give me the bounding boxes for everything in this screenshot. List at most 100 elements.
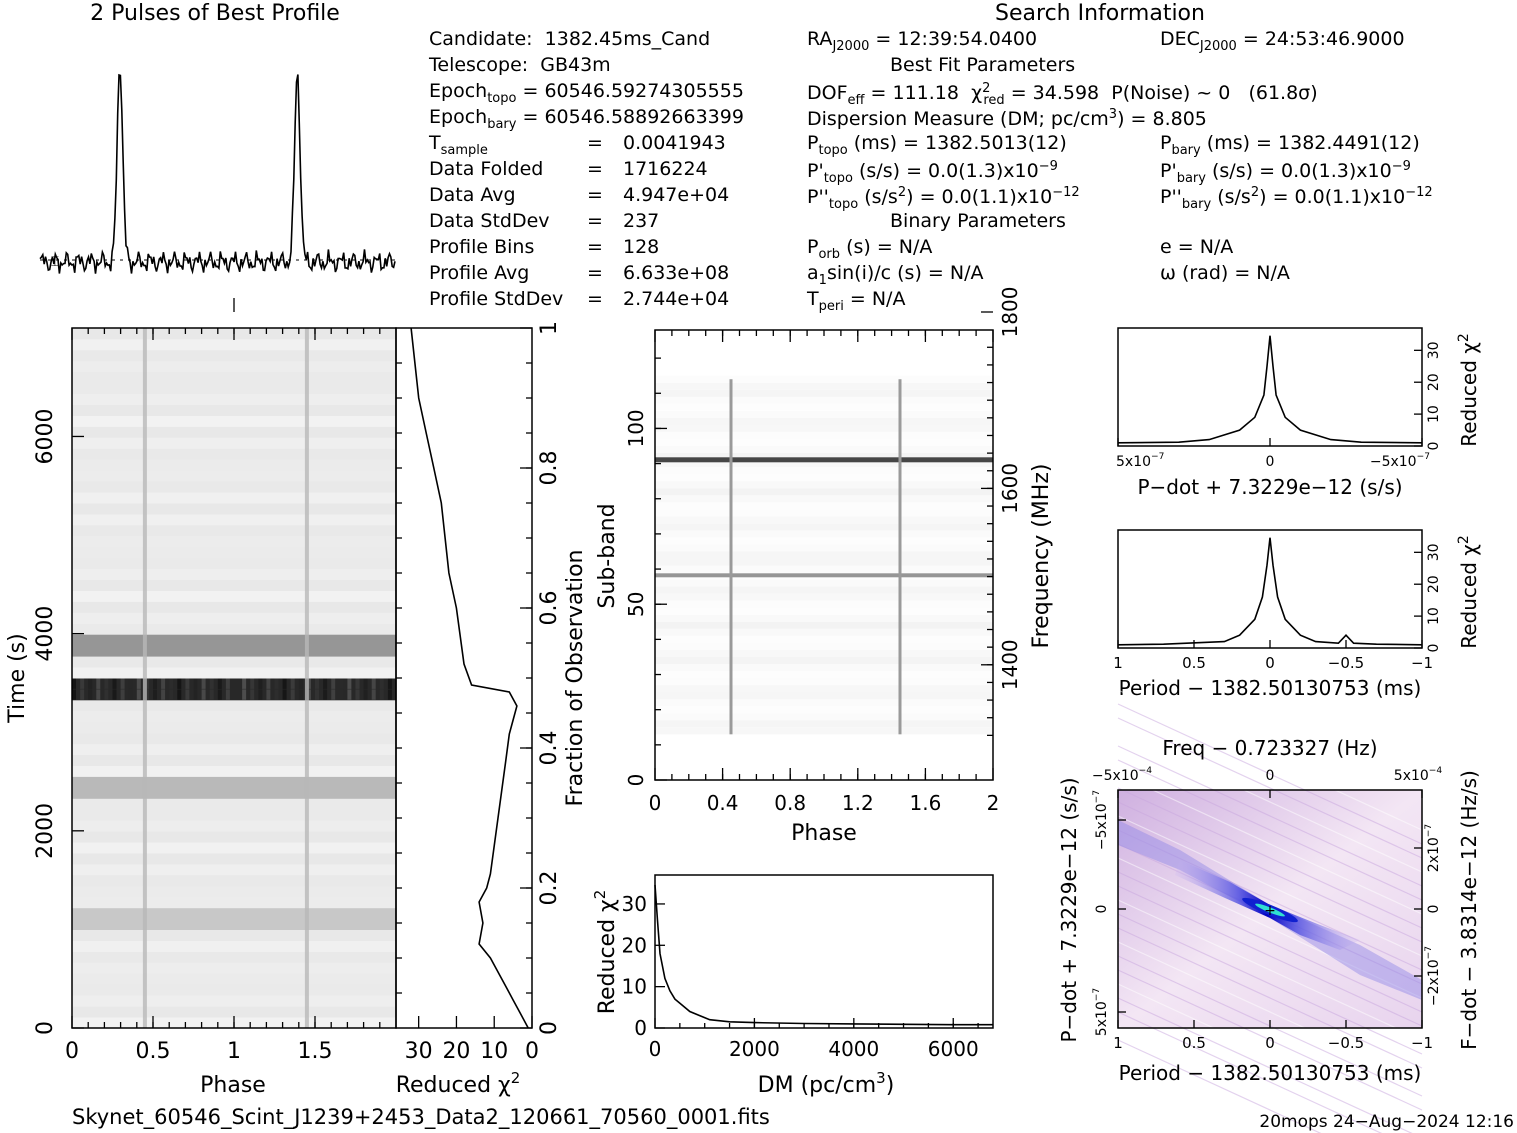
time-phase-cell	[136, 678, 141, 689]
subband-row	[655, 439, 993, 446]
p-pdot-xtick-label: −0.5	[1328, 1034, 1364, 1052]
subband-y2label: Frequency (MHz)	[1029, 464, 1054, 649]
time-phase-row	[72, 885, 396, 898]
equals: =	[587, 132, 603, 154]
subband-row	[655, 495, 993, 503]
info-tperi: Tperi = N/A	[807, 288, 905, 314]
sigma-value: (61.8σ)	[1248, 82, 1318, 104]
time-phase-cell	[363, 688, 368, 700]
chi2-time-ytick-label: 1	[537, 321, 562, 335]
info-best-fit-heading: Best Fit Parameters	[890, 56, 1075, 75]
subband-ytick-label: 100	[624, 409, 648, 447]
search-title: Search Information	[995, 1, 1205, 26]
profile-title: 2 Pulses of Best Profile	[90, 1, 340, 26]
info-omega: ω (rad) = N/A	[1160, 264, 1290, 283]
chi2-time-frame	[395, 327, 533, 1029]
time-phase-cell	[153, 678, 157, 689]
subband-row	[655, 417, 993, 425]
profile-avg-label: Profile Avg	[429, 262, 530, 284]
p-pdot-streak	[1117, 1039, 1322, 1133]
time-phase-row	[72, 404, 396, 416]
pnoise-value: P(Noise) ~ 0	[1111, 82, 1231, 104]
time-phase-row	[72, 437, 396, 449]
t-symbol: T	[807, 288, 819, 310]
period-xtick-label: 0	[1265, 654, 1275, 672]
sample-sub: sample	[440, 143, 488, 158]
time-phase-cell	[379, 678, 384, 689]
time-phase-cell	[331, 688, 336, 700]
p-pdot-panel: + 1 0.5 0 −0.5 −1 −5x10−4 0 5x10−4 −5x10−7 0 5x10−…	[1057, 689, 1481, 1133]
info-p-bary: Pbary (ms) = 1382.4491(12)	[1160, 134, 1420, 158]
dec-label: DEC	[1160, 28, 1200, 50]
subband-row	[655, 635, 993, 643]
time-phase-cell	[339, 688, 344, 700]
p-pdot-y2tick-label: −2x10−7	[1424, 946, 1442, 1006]
pdot-ytick-label: 0	[1426, 442, 1442, 451]
subband-row	[655, 481, 993, 489]
subband-row	[655, 664, 993, 671]
time-phase-cell	[266, 678, 271, 689]
time-phase-row	[72, 459, 396, 471]
time-phase-row	[72, 371, 396, 384]
equals: =	[587, 288, 603, 310]
time-phase-cell	[185, 688, 190, 700]
dm-ytick-label: 30	[622, 892, 647, 916]
t-label: T	[429, 132, 441, 154]
time-phase-row	[72, 973, 396, 985]
subband-row	[655, 649, 993, 657]
subband-xtick-label: 0	[649, 791, 662, 815]
subband-row	[655, 579, 993, 587]
subband-row	[655, 685, 993, 693]
time-phase-cell	[234, 678, 238, 689]
time-phase-row	[72, 470, 396, 482]
p-pdot-streak	[1117, 829, 1423, 971]
p-pdot-streak	[1117, 759, 1423, 901]
subband-ytick-label: 0	[624, 774, 648, 787]
subband-row	[655, 586, 993, 594]
p-symbol: P	[807, 132, 819, 154]
p-pdot-streak	[1117, 773, 1423, 915]
candidate-value: 1382.45ms_Cand	[544, 28, 711, 50]
time-phase-cell	[323, 678, 328, 689]
time-phase-pulse-stripe	[304, 328, 309, 1028]
time-phase-cell	[112, 678, 117, 689]
time-phase-row	[72, 513, 396, 526]
pdot-ytick-label: 10	[1426, 405, 1442, 423]
subband-row	[655, 699, 993, 707]
p-pdot-streak	[1117, 885, 1423, 1027]
time-phase-row	[72, 590, 396, 602]
dm-ylabel: Reduced χ2	[591, 890, 620, 1015]
p-pdot-streak	[1117, 871, 1423, 1013]
info-data-stddev: Data StdDev = 237	[429, 212, 659, 231]
time-phase-cell	[315, 688, 319, 700]
pdot-xlabel: P−dot + 7.3229e−12 (s/s)	[1137, 475, 1402, 499]
time-phase-cell	[193, 678, 198, 689]
time-phase-row	[72, 951, 396, 963]
pdd-topo-value: ) = 0.0(1.1)x10	[906, 186, 1053, 208]
orb-sub: orb	[818, 247, 841, 262]
p-pdot-ytick-label: −5x10−7	[1092, 790, 1110, 850]
p-pdot-y2tick-label: 2x10−7	[1424, 824, 1442, 873]
equals: =	[587, 184, 603, 206]
dm-value: ) = 8.805	[1117, 108, 1207, 130]
subband-row	[655, 706, 993, 714]
p-pdot-ytick-label: 0	[1094, 905, 1110, 914]
time-phase-cell	[112, 688, 117, 700]
time-phase-row	[72, 809, 396, 821]
chi2-time-ytick-label: 0.2	[537, 871, 562, 906]
subband-row	[655, 551, 993, 559]
subband-row	[655, 713, 993, 721]
time-phase-cell	[104, 678, 109, 689]
period-chi2-line	[1117, 537, 1423, 646]
p-pdot-streak	[1117, 983, 1423, 1125]
subband-row	[655, 375, 993, 383]
subband-row	[655, 523, 993, 531]
time-phase-cell	[234, 688, 238, 700]
time-phase-cell	[88, 688, 93, 700]
data-avg-value: 4.947e+04	[623, 184, 730, 206]
time-phase-row	[72, 393, 396, 405]
red-sub: red	[983, 93, 1005, 108]
period-ytick-label: 10	[1426, 607, 1442, 625]
